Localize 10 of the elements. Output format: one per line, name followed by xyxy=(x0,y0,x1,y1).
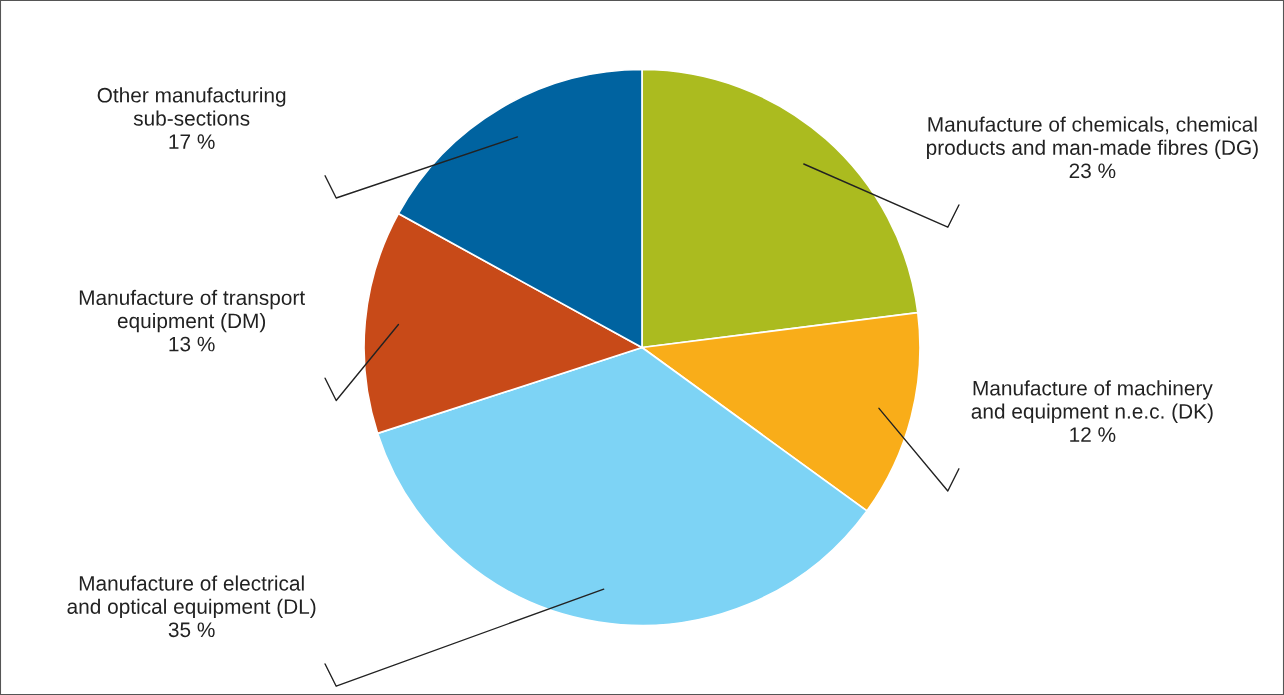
slice-label: Manufacture of transport equipment (DM) xyxy=(79,289,305,333)
slice-label: Manufacture of machinery and equipment n.e.c. (DK) xyxy=(971,380,1213,423)
slice-label: Manufacture of chemicals, chemical products and man-made fibres (DG) xyxy=(926,116,1258,160)
data-label: 13 % xyxy=(169,336,215,352)
data-label: 12 % xyxy=(1070,427,1116,442)
slice-label: Other manufacturing sub-sections xyxy=(97,87,286,126)
data-label: 17 % xyxy=(169,134,215,149)
data-label: 23 % xyxy=(1069,163,1116,179)
slice-label: Manufacture of electrical and optical equipment (DL) xyxy=(67,575,316,619)
data-label: 35 % xyxy=(168,622,215,638)
